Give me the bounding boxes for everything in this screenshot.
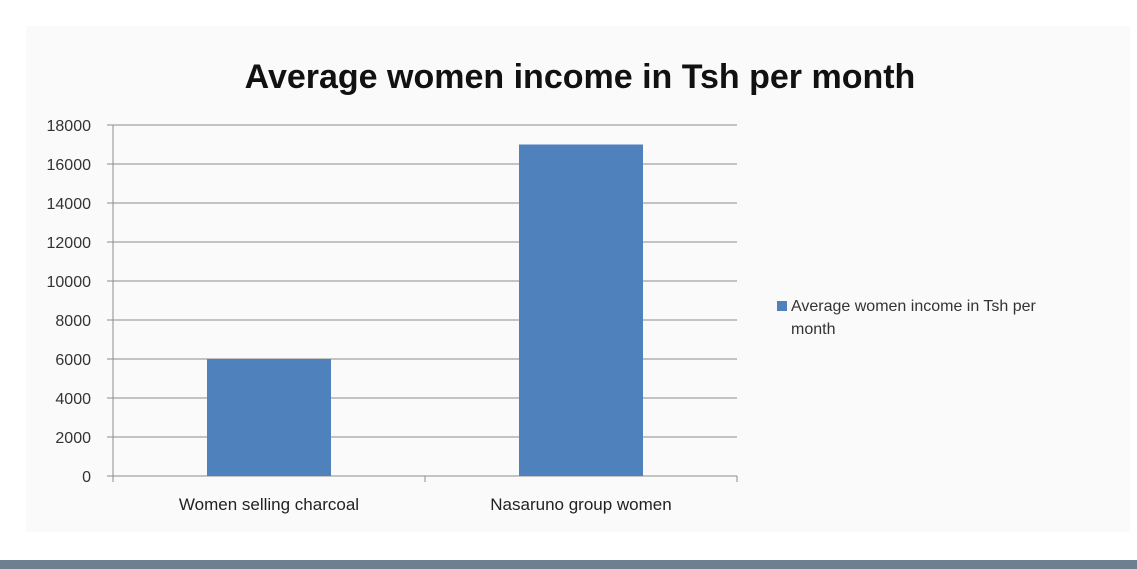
- y-tick-label: 10000: [47, 274, 92, 291]
- category-label: Women selling charcoal: [179, 495, 359, 514]
- legend-swatch: [777, 301, 787, 311]
- bars: [207, 144, 643, 476]
- y-tick-label: 0: [82, 469, 91, 486]
- bar: [519, 144, 643, 476]
- y-tick-label: 8000: [55, 313, 91, 330]
- y-tick-label: 12000: [47, 235, 92, 252]
- y-tick-label: 18000: [47, 118, 92, 135]
- gridlines: [113, 124, 737, 438]
- category-label: Nasaruno group women: [490, 495, 671, 514]
- bar: [207, 359, 331, 476]
- bottom-bar: [0, 560, 1137, 569]
- chart-title: Average women income in Tsh per month: [245, 58, 916, 96]
- y-tick-label: 6000: [55, 352, 91, 369]
- y-tick-label: 16000: [47, 157, 92, 174]
- tick-labels: 0 2000 4000 6000 8000 10000 12000 14000 16000 180…: [47, 118, 672, 514]
- y-tick-label: 4000: [55, 391, 91, 408]
- legend-label-line-1: Average women income in Tsh per: [791, 298, 1037, 315]
- legend: Average women income in Tsh per month: [777, 298, 1037, 338]
- y-tick-label: 2000: [55, 430, 91, 447]
- y-tick-label: 14000: [47, 196, 92, 213]
- legend-label-line-2: month: [791, 321, 835, 338]
